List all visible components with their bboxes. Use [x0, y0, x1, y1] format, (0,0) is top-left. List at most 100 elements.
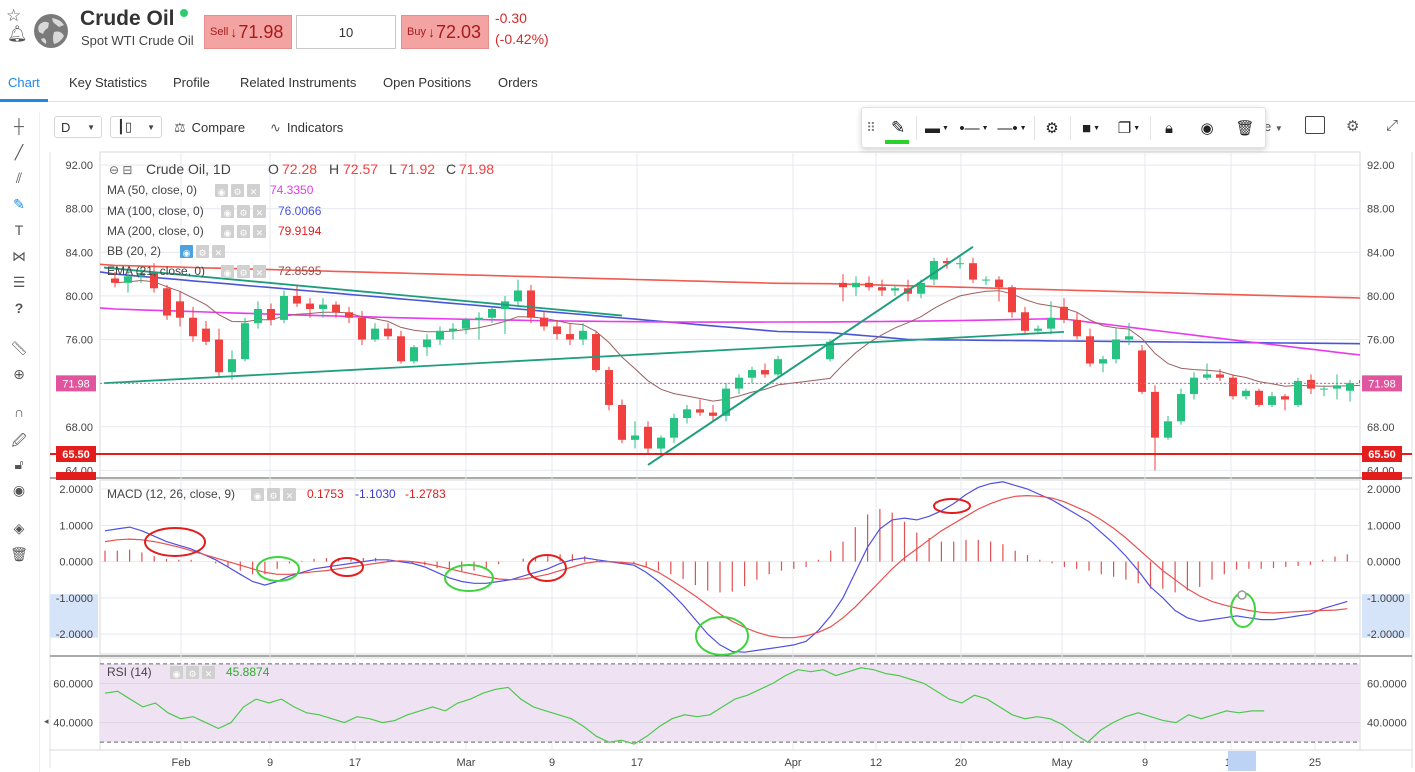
support-label-left-bg — [56, 446, 96, 463]
eye-toggle-icon — [251, 488, 264, 501]
indicators-icon: ∿ — [270, 120, 281, 135]
legend-icon-glyph: ✕ — [215, 248, 223, 258]
tab-chart[interactable]: Chart — [8, 75, 40, 90]
partial-dropdown[interactable]: e ▼ — [1264, 119, 1283, 134]
y-tick-label-right: 80.00 — [1367, 291, 1395, 303]
layers-icon[interactable]: ◈ — [13, 520, 25, 536]
legend-collapse-icon[interactable]: ⊖ ⊟ — [109, 163, 132, 177]
interval-dropdown[interactable]: D ▼ — [54, 116, 102, 138]
tab-related-instruments[interactable]: Related Instruments — [240, 75, 357, 90]
pitchfork-tool-icon[interactable]: ⫽ — [15, 170, 23, 186]
quantity-input[interactable] — [296, 15, 396, 49]
ma100-controls[interactable]: ◉ ⚙ ✕ — [221, 205, 266, 218]
buy-down-arrow-icon: ↓ — [427, 24, 435, 40]
indicators-button[interactable]: ∿ Indicators — [270, 120, 343, 136]
macd-range-highlight-right — [1362, 594, 1410, 638]
tab-orders[interactable]: Orders — [498, 75, 538, 90]
crosshair-icon[interactable]: ┼ — [14, 118, 24, 134]
drawing-settings-gear-icon[interactable]: ⚙ — [1045, 120, 1059, 137]
x-tick-label: 20 — [955, 757, 967, 769]
legend-ma100-label: MA (100, close, 0) — [107, 204, 204, 218]
legend-icon-glyph: ⚙ — [198, 248, 206, 258]
line-end-dropdown[interactable]: —• ▼ — [997, 119, 1027, 137]
unlock-icon[interactable]: 🔓︎ — [14, 456, 24, 472]
zoom-in-icon[interactable]: ⊕ — [13, 366, 25, 382]
help-icon[interactable]: ? — [14, 300, 24, 316]
candle-body — [254, 309, 262, 324]
chevron-down-icon: ▼ — [147, 122, 155, 132]
tab-profile[interactable]: Profile — [173, 75, 210, 90]
candle-body — [202, 328, 210, 342]
line-style-dropdown[interactable]: •— ▼ — [959, 119, 989, 137]
brush-tool-icon[interactable]: ✎ — [13, 196, 25, 212]
buy-button[interactable]: Buy ↓ 72.03 — [401, 15, 489, 49]
ma50-controls[interactable]: ◉ ⚙ ✕ — [215, 184, 260, 197]
hand-drawn-circle — [527, 554, 567, 582]
ruler-icon[interactable]: 📏︎ — [10, 340, 28, 356]
candle-body — [1060, 306, 1068, 320]
visibility-eye-icon[interactable]: ◉ — [12, 482, 26, 498]
ema-controls[interactable]: ◉ ⚙ ✕ — [221, 265, 266, 278]
partial-bottom-label-bg — [56, 472, 96, 480]
macd-tick-left: -1.0000 — [56, 593, 93, 605]
legend-icon-glyph: ◉ — [173, 669, 181, 679]
fill-color-icon[interactable]: ■ ▼ — [1082, 119, 1100, 137]
sell-button[interactable]: Sell ↓ 71.98 — [204, 15, 292, 49]
candle-body — [735, 377, 743, 389]
candle-body — [709, 412, 717, 416]
legend-ma50-label: MA (50, close, 0) — [107, 183, 197, 197]
price-alert-bell-icon[interactable]: 🔔︎ — [7, 26, 28, 43]
candle-body — [137, 273, 145, 277]
trend-line-tool-icon[interactable]: ╱ — [14, 144, 24, 160]
line-width-dropdown[interactable]: ▬ ▼ — [925, 119, 949, 137]
bb-controls[interactable]: ◉ ⚙ ✕ — [180, 245, 225, 258]
candle-body — [826, 341, 834, 360]
rsi-controls[interactable]: ◉ ⚙ ✕ — [170, 666, 215, 679]
remove-indicator-icon — [212, 245, 225, 258]
favorite-star-icon[interactable]: ☆ — [6, 6, 22, 25]
candle-body — [1359, 380, 1360, 384]
tab-open-positions[interactable]: Open Positions — [383, 75, 472, 90]
sell-price: 71.98 — [238, 21, 284, 42]
legend-macd-value2: -1.1030 — [355, 487, 396, 501]
fullscreen-frame-icon[interactable] — [1305, 116, 1325, 134]
chart-type-dropdown[interactable]: ┃▯ ▼ — [110, 116, 162, 138]
candle-body — [1216, 374, 1224, 378]
expand-icon[interactable]: ⤢ — [1386, 117, 1399, 134]
brush-color-icon[interactable]: ✎ — [882, 108, 912, 148]
candle-body — [241, 323, 249, 360]
y-tick-label-right: 84.00 — [1367, 247, 1395, 259]
candle-body — [722, 388, 730, 416]
fibonacci-tool-icon[interactable]: ☰ — [12, 274, 26, 290]
macd-controls[interactable]: ◉ ⚙ ✕ — [251, 488, 296, 501]
compare-button[interactable]: ⚖ Compare — [174, 120, 245, 136]
hide-eye-icon[interactable]: ◉ — [1200, 120, 1214, 137]
macd-tick-right: 2.0000 — [1367, 484, 1401, 496]
legend-ema-label: EMA (21, close, 0) — [107, 264, 205, 278]
lock-drawing-icon[interactable]: 🖉︎ — [11, 432, 27, 448]
drag-handle-icon[interactable]: ⠿ — [866, 120, 876, 135]
candle-body — [657, 437, 665, 449]
candle-body — [371, 328, 379, 340]
trash-icon[interactable]: 🗑︎ — [10, 546, 28, 562]
candle-body — [1268, 396, 1276, 405]
compare-label: Compare — [191, 120, 246, 135]
candle-body — [592, 334, 600, 371]
indicator-settings-icon — [237, 225, 250, 238]
legend-ema-value: 72.8595 — [278, 264, 322, 278]
tab-key-statistics[interactable]: Key Statistics — [69, 75, 148, 90]
lock-icon[interactable]: 🔒︎ — [1165, 119, 1173, 137]
price-change-percent: (-0.42%) — [495, 31, 549, 47]
clone-icon[interactable]: ❐ ▼ — [1117, 120, 1141, 137]
chart-settings-gear-icon[interactable]: ⚙ — [1346, 118, 1360, 135]
compare-icon: ⚖ — [174, 120, 186, 135]
candle-body — [267, 309, 275, 320]
magnet-icon[interactable]: ∩ — [13, 404, 25, 420]
pattern-tool-icon[interactable]: ⋈ — [12, 248, 26, 264]
candle-body — [1164, 421, 1172, 438]
text-tool-icon[interactable]: T — [14, 222, 24, 238]
delete-drawing-icon[interactable]: 🗑︎ — [1235, 120, 1255, 137]
ma200-controls[interactable]: ◉ ⚙ ✕ — [221, 225, 266, 238]
last-price-label-left-bg — [56, 375, 96, 392]
